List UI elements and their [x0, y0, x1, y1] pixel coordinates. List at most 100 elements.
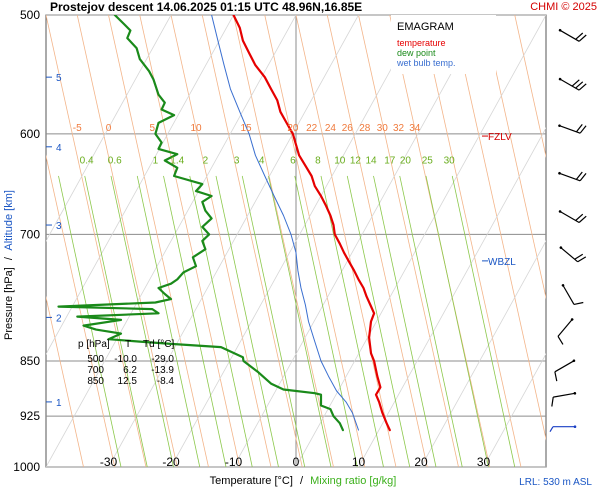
mixing-ratio-label: 4 [259, 156, 265, 167]
lrl-note: LRL: 530 m ASL [519, 477, 592, 488]
adiabat-line [233, 15, 484, 467]
adiabat-line [420, 240, 546, 467]
isotherm-label: 26 [342, 123, 354, 134]
wind-barb-shaft [559, 210, 580, 224]
mixing-ratio-label: 17 [384, 156, 396, 167]
isotherm-label: 5 [149, 123, 155, 134]
mixing-ratio-line [373, 175, 437, 467]
table-cell-pressure: 500 [87, 354, 104, 365]
legend-heading: EMAGRAM [397, 21, 454, 33]
wind-barb-shaft [559, 29, 580, 42]
wind-barb-feather [578, 34, 587, 42]
wind-barb-feather [575, 171, 583, 180]
isotherm-label: 24 [325, 123, 337, 134]
adiabat-line [46, 15, 172, 242]
wind-barb-feather [554, 371, 558, 382]
wind-barb-feather [575, 213, 584, 221]
chart-title: Prostejov descent 14.06.2025 01:15 UTC 4… [50, 0, 362, 14]
wind-barb-shaft [557, 319, 573, 337]
adiabat-line [46, 15, 297, 467]
isotherm-guide-line [451, 15, 546, 441]
wind-barb-station [570, 318, 574, 321]
mixing-ratio-line [425, 175, 489, 467]
altitude-tick-label: 4 [56, 143, 62, 154]
isotherm-guide-line [170, 15, 272, 467]
y-tick-label: 925 [20, 409, 40, 423]
y-tick-label: 600 [20, 127, 40, 141]
wind-barb-shaft [554, 360, 575, 373]
wind-barb [554, 359, 576, 382]
isotherm-guide-line [326, 15, 428, 467]
table-cell-dewpoint: -29.0 [151, 354, 174, 365]
isotherm-label: 30 [377, 123, 389, 134]
legend-box [391, 15, 496, 74]
x-tick-label: 0 [293, 455, 300, 469]
isotherm-guide-line [358, 15, 459, 467]
wind-barb-feather [578, 215, 587, 223]
mixing-ratio-line [268, 175, 332, 467]
isotherm-guide-line [108, 15, 209, 467]
isotherm-guide-line [201, 15, 303, 467]
wind-barb [559, 246, 587, 263]
adiabat-line [108, 15, 359, 467]
wind-barb-feather [577, 256, 587, 263]
mixing-ratio-label: 1.4 [170, 156, 184, 167]
mixing-ratio-line [110, 175, 174, 467]
mixing-ratio-line [241, 175, 306, 467]
isotherm-label: 15 [240, 123, 252, 134]
wind-barb-station [561, 284, 565, 287]
table-cell-pressure: 700 [87, 365, 104, 376]
wind-barb-station [572, 359, 576, 363]
isotherm-guide-line [295, 15, 397, 467]
mixing-ratio-label: 8 [315, 156, 321, 167]
mixing-ratio-line [399, 175, 463, 467]
mixing-ratio-line [215, 175, 279, 467]
wind-barb [558, 171, 587, 182]
y-tick-label: 1000 [13, 460, 40, 474]
adiabat-line [170, 15, 422, 467]
mixing-ratio-line [451, 175, 516, 467]
adiabat-line [483, 353, 546, 467]
isotherm-guide-line [46, 154, 116, 467]
isotherm-guide-line [264, 15, 366, 467]
level-label: FZLV [488, 132, 512, 143]
wind-barb-feather [549, 426, 554, 433]
y-tick-label: 500 [20, 8, 40, 22]
wind-barb-feather [571, 79, 580, 87]
wind-barb-feather [551, 397, 554, 407]
mixing-ratio-line [320, 175, 384, 467]
altitude-tick-label: 3 [56, 221, 62, 232]
wind-barb [561, 284, 584, 306]
isotherm-guide-line [577, 15, 600, 467]
isotherm-label: 20 [287, 123, 299, 134]
value-table: 500 -10.0 -29.0 700 6.2 -13.9 850 12.5 -8.4 [87, 354, 174, 387]
wind-barb-feather [579, 172, 587, 182]
wind-barb-feather [575, 81, 584, 89]
wind-barb-station [573, 392, 577, 395]
mixing-ratio-line [189, 175, 253, 467]
wind-barb-station [558, 210, 562, 213]
wind-barb [557, 318, 574, 345]
isotherm-guide-line [483, 15, 546, 300]
y-axis-title: Pressure [hPa] / Altitude [km] [3, 190, 15, 340]
x-tick-label: -10 [225, 455, 243, 469]
wind-barb [558, 77, 587, 91]
table-header-t: T [125, 339, 131, 350]
wind-barb-station [559, 246, 563, 249]
wind-barb-shaft [559, 78, 580, 91]
wind-barb-feather [579, 125, 587, 134]
legend-wet-bulb: wet bulb temp. [396, 58, 456, 68]
altitude-tick-label: 2 [56, 313, 62, 324]
legend-temperature: temperature [397, 38, 446, 48]
x-tick-label: 20 [414, 455, 428, 469]
x-axis-title: Temperature [°C] / Mixing ratio [g/kg] [210, 475, 397, 487]
wind-barb [549, 425, 577, 433]
mixing-ratio-label: 0.6 [108, 156, 122, 167]
wind-barb-feather [575, 124, 583, 133]
altitude-tick-label: 1 [56, 398, 62, 409]
wind-barb [558, 28, 587, 42]
wind-barb-feather [578, 83, 587, 91]
wind-barb [558, 124, 587, 134]
mixing-ratio-label: 20 [400, 156, 412, 167]
